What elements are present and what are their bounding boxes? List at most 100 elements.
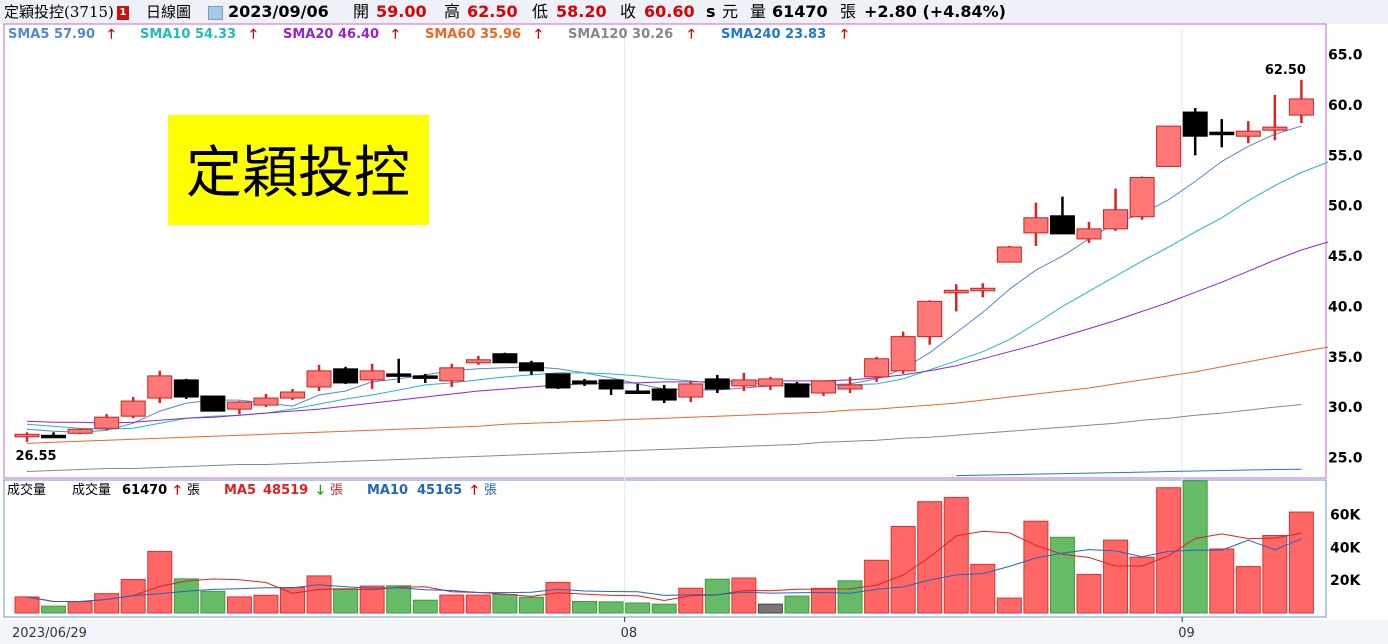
candle-body bbox=[386, 373, 412, 377]
volume-legend-unit: 張 bbox=[187, 483, 200, 498]
up-arrow-icon: 🡑 bbox=[392, 27, 399, 42]
currency-unit: 元 bbox=[722, 2, 739, 21]
candle-body bbox=[731, 379, 757, 387]
calendar-button[interactable] bbox=[208, 2, 223, 22]
candle-body bbox=[1156, 125, 1182, 167]
header-bar: 定穎投控(3715) 1 日線圖 2023/09/06 開 59.00 高 62… bbox=[0, 0, 1388, 24]
svg-text:SMA120 30.26: SMA120 30.26 bbox=[568, 27, 673, 42]
volume-bars bbox=[14, 480, 1314, 614]
volume-bar bbox=[678, 587, 704, 614]
date-value: 2023/09/06 bbox=[228, 2, 329, 21]
candle-body bbox=[678, 383, 704, 398]
candle-body bbox=[1076, 228, 1102, 240]
stock-badge[interactable]: 1 bbox=[117, 2, 129, 22]
x-tick-label: 2023/06/29 bbox=[12, 626, 87, 641]
up-arrow-icon: 🡑 bbox=[471, 483, 478, 498]
volume-bar bbox=[1288, 511, 1314, 614]
y-tick-label: 45.0 bbox=[1328, 249, 1363, 265]
ma10-legend-unit: 張 bbox=[484, 483, 497, 498]
candle-body bbox=[625, 390, 651, 394]
volume-bar bbox=[1262, 534, 1288, 614]
x-axis: 2023/06/29 08 09 bbox=[12, 617, 1195, 641]
candle-body bbox=[890, 336, 916, 372]
candle-body bbox=[1103, 209, 1129, 230]
volume-bar bbox=[625, 602, 651, 614]
period-label[interactable]: 日線圖 bbox=[146, 3, 192, 21]
candle-body bbox=[1235, 130, 1261, 137]
s-label: s bbox=[706, 2, 716, 21]
legend-sma60[interactable]: SMA60 35.96 🡑 bbox=[425, 27, 542, 42]
open-value: 59.00 bbox=[376, 2, 427, 21]
y-tick-label: 25.0 bbox=[1328, 450, 1363, 466]
candle-body bbox=[970, 287, 996, 292]
candle-body bbox=[837, 384, 863, 390]
title-box-text: 定穎投控 bbox=[186, 141, 410, 206]
x-tick-label: 09 bbox=[1178, 626, 1195, 641]
title-box-background bbox=[168, 115, 429, 225]
sma-legend: SMA5 57.90 🡑 SMA10 54.33 🡑 SMA20 46.40 🡑 SM… bbox=[8, 27, 848, 42]
volume-bar bbox=[784, 595, 810, 614]
legend-sma10-value: 54.33 bbox=[195, 27, 236, 42]
candle-body bbox=[811, 380, 836, 394]
legend-sma120[interactable]: SMA120 30.26 🡑 bbox=[568, 27, 695, 42]
candle-body bbox=[226, 401, 252, 410]
volume-bar bbox=[1023, 520, 1049, 614]
grid-lines bbox=[624, 28, 1183, 613]
volume-bar bbox=[651, 603, 677, 614]
y-tick-label: 65.0 bbox=[1328, 48, 1363, 64]
ma5-legend-label: MA5 bbox=[224, 483, 256, 498]
legend-sma5[interactable]: SMA5 57.90 🡑 bbox=[8, 27, 115, 42]
legend-sma60-value: 35.96 bbox=[480, 27, 521, 42]
volume-bar bbox=[41, 605, 67, 614]
ma5-legend-unit: 張 bbox=[330, 483, 343, 498]
volume-bar bbox=[545, 581, 571, 614]
volume-bar bbox=[412, 599, 438, 614]
candle-body bbox=[439, 367, 465, 382]
volume-panel-title: 成交量 bbox=[7, 482, 46, 498]
legend-sma240-label: SMA240 bbox=[721, 27, 781, 42]
svg-text:SMA60 35.96: SMA60 35.96 bbox=[425, 27, 521, 42]
candle-body bbox=[492, 353, 518, 364]
volume-bar bbox=[572, 601, 598, 614]
stock-name: 定穎投控(3715) bbox=[4, 3, 114, 21]
volume-legend-label: 成交量 bbox=[72, 482, 111, 498]
volume-bar bbox=[1076, 573, 1102, 614]
open-label: 開 bbox=[353, 2, 370, 21]
candle-body bbox=[996, 246, 1022, 263]
ma10-legend-value: 45165 bbox=[417, 483, 462, 498]
ma10-legend-label: MA10 bbox=[367, 483, 408, 498]
legend-sma240[interactable]: SMA240 23.83 🡑 bbox=[721, 27, 848, 42]
volume-legend-value: 61470 bbox=[122, 483, 167, 498]
candle-body bbox=[41, 434, 67, 439]
candle-body bbox=[1262, 126, 1288, 131]
up-arrow-icon: 🡑 bbox=[535, 27, 542, 42]
candle-body bbox=[359, 370, 385, 381]
candle-body bbox=[784, 383, 810, 398]
x-axis-strip bbox=[0, 620, 1388, 644]
volume-bar bbox=[94, 593, 120, 614]
candle-body bbox=[917, 300, 943, 338]
sma-line-sma20 bbox=[26, 241, 1329, 424]
close-value: 60.60 bbox=[644, 2, 695, 21]
volume-bar bbox=[996, 597, 1022, 614]
candle-body bbox=[173, 379, 199, 398]
candle-body bbox=[200, 395, 226, 412]
volume-bar bbox=[1182, 480, 1208, 614]
candle-body bbox=[1049, 215, 1075, 235]
low-label: 低 bbox=[532, 2, 549, 21]
volume-y-axis: 60K 40K 20K bbox=[1330, 507, 1361, 589]
volume-bar bbox=[704, 578, 730, 614]
candle-body bbox=[1023, 217, 1049, 234]
y-tick-label: 50.0 bbox=[1328, 199, 1363, 215]
volume-bar bbox=[518, 596, 544, 614]
volume-unit: 張 bbox=[840, 2, 857, 21]
legend-sma10[interactable]: SMA10 54.33 🡑 bbox=[140, 27, 257, 42]
volume-bar bbox=[943, 496, 969, 614]
stock-badge-icon: 1 bbox=[117, 5, 129, 20]
candle-body bbox=[1288, 98, 1314, 116]
candle-body bbox=[412, 375, 438, 379]
legend-sma20[interactable]: SMA20 46.40 🡑 bbox=[283, 27, 399, 42]
volume-bar bbox=[333, 588, 359, 614]
volume-bar bbox=[147, 550, 173, 614]
candle-body bbox=[280, 391, 305, 399]
